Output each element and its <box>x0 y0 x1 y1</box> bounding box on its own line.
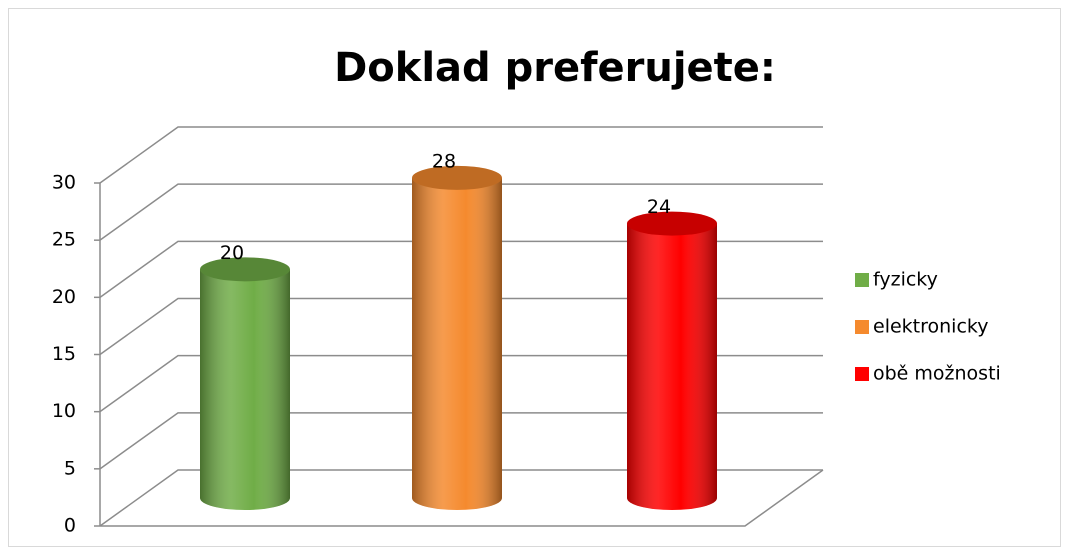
grid-line <box>99 240 823 298</box>
data-label: 28 <box>432 150 456 172</box>
bar-top <box>200 257 290 282</box>
grid-line <box>99 297 823 356</box>
y-tick-label: 30 <box>52 172 76 194</box>
bar-top <box>412 165 502 190</box>
chart-title: Doklad preferujete: <box>334 45 776 91</box>
legend-label: obě možnosti <box>873 363 1001 385</box>
chart-border <box>8 8 1061 547</box>
grid-line <box>99 412 823 470</box>
grid-line <box>99 183 823 241</box>
bar-shade <box>627 223 717 510</box>
bar-top-shade <box>200 257 290 282</box>
legend-swatch <box>855 273 869 287</box>
legend-label: fyzicky <box>873 269 938 291</box>
floor <box>100 469 824 527</box>
y-tick-label: 10 <box>52 400 76 422</box>
y-tick-label: 20 <box>52 286 76 308</box>
legend-swatch <box>855 320 869 334</box>
legend-label: elektronicky <box>873 316 988 338</box>
data-label: 24 <box>647 196 671 218</box>
y-tick-label: 15 <box>52 343 76 365</box>
y-tick-label: 5 <box>64 457 76 479</box>
bar-top <box>627 211 717 236</box>
bar-top-shade <box>412 165 502 190</box>
y-tick-label: 0 <box>64 515 76 537</box>
legend-swatch <box>855 367 869 381</box>
bar-shade <box>200 269 290 510</box>
grid-line <box>99 126 823 184</box>
grid-line <box>99 354 823 413</box>
y-tick-label: 25 <box>52 229 76 251</box>
data-label: 20 <box>220 242 244 264</box>
bar-top-shade <box>627 211 717 236</box>
grid-line <box>99 469 823 527</box>
bar-shade <box>412 177 502 510</box>
